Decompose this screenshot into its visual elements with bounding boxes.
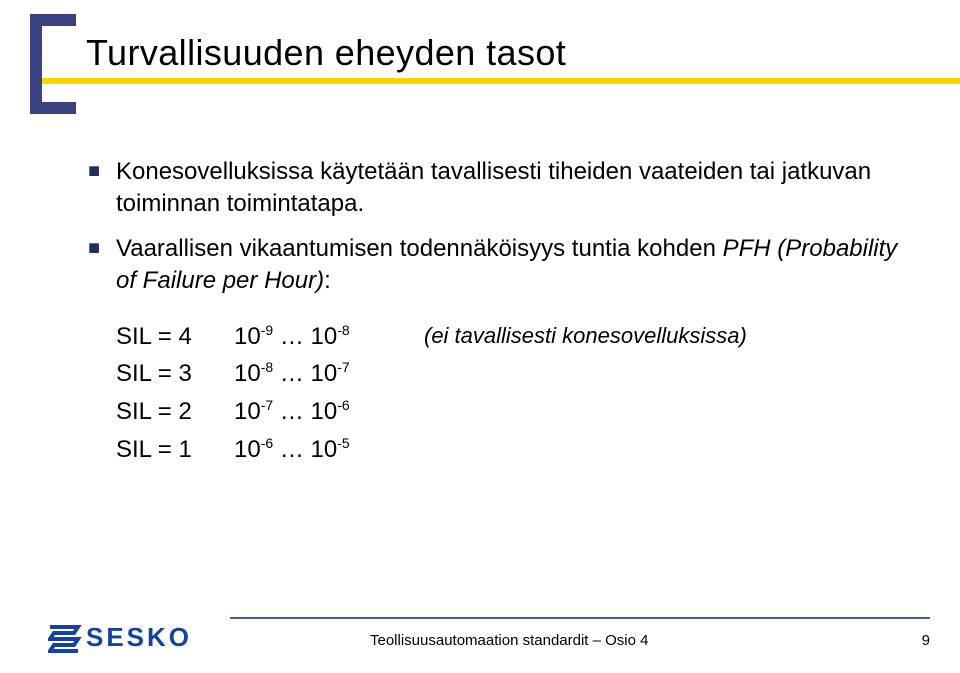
- sil-value: 10-9 … 10-8: [234, 321, 424, 353]
- logo-icon: [48, 623, 82, 653]
- bullet-item: ■ Konesovelluksissa käytetään tavallises…: [88, 156, 908, 219]
- sil-row: SIL = 1 10-6 … 10-5: [88, 434, 908, 466]
- logo-text: SESKO: [86, 622, 192, 653]
- bullet-text: Konesovelluksissa käytetään tavallisesti…: [116, 156, 908, 219]
- bullet-text-plain: Vaarallisen vikaantumisen todennäköisyys…: [116, 235, 723, 262]
- bullet-icon: ■: [88, 156, 116, 219]
- page-title: Turvallisuuden eheyden tasot: [86, 32, 566, 74]
- sil-label: SIL = 4: [116, 321, 234, 353]
- sil-row: SIL = 4 10-9 … 10-8 (ei tavallisesti kon…: [88, 321, 908, 353]
- logo: SESKO: [48, 622, 192, 653]
- bullet-item: ■ Vaarallisen vikaantumisen todennäköisy…: [88, 233, 908, 296]
- footer-text: Teollisuusautomaation standardit – Osio …: [370, 632, 649, 649]
- sil-label: SIL = 1: [116, 434, 234, 466]
- sil-row: SIL = 2 10-7 … 10-6: [88, 396, 908, 428]
- bullet-text-plain: :: [324, 267, 331, 294]
- slide: Turvallisuuden eheyden tasot ■ Konesovel…: [0, 0, 960, 673]
- bullet-text: Vaarallisen vikaantumisen todennäköisyys…: [116, 233, 908, 296]
- sil-value: 10-6 … 10-5: [234, 434, 424, 466]
- sil-value: 10-7 … 10-6: [234, 396, 424, 428]
- footer-divider: [230, 617, 930, 619]
- page-number: 9: [922, 632, 930, 649]
- sil-note: (ei tavallisesti konesovelluksissa): [424, 321, 747, 353]
- sil-label: SIL = 2: [116, 396, 234, 428]
- sil-label: SIL = 3: [116, 358, 234, 390]
- body: ■ Konesovelluksissa käytetään tavallises…: [88, 156, 908, 471]
- sil-row: SIL = 3 10-8 … 10-7: [88, 358, 908, 390]
- sil-value: 10-8 … 10-7: [234, 358, 424, 390]
- title-underline: [42, 78, 960, 84]
- bullet-icon: ■: [88, 233, 116, 296]
